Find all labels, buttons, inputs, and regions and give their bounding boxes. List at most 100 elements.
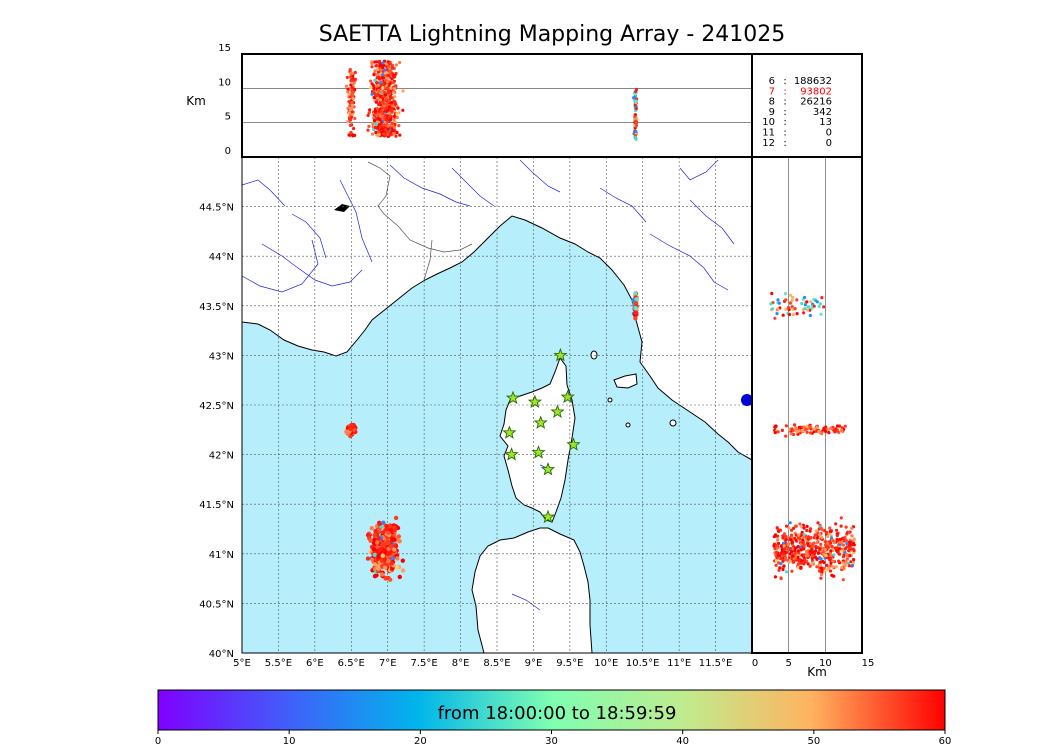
lon-tick-label: 7.5°E <box>411 658 438 669</box>
lightning-source-altitude <box>634 99 638 103</box>
lightning-source-side <box>811 561 815 565</box>
lightning-source-side <box>819 576 823 580</box>
capraia-island <box>590 350 598 360</box>
country-borders <box>367 161 473 281</box>
lightning-source-side <box>825 563 829 568</box>
lightning-source-side <box>777 561 781 565</box>
lake <box>334 204 350 212</box>
lightning-source-side <box>799 565 803 569</box>
lightning-source-side <box>831 559 835 563</box>
lightning-source-altitude <box>353 133 357 137</box>
count-stations: 8 <box>769 97 775 108</box>
lightning-source-side <box>805 524 809 529</box>
lon-tick-label: 11.5°E <box>699 658 733 669</box>
lightning-source-map <box>376 527 382 532</box>
lightning-source-side <box>836 424 840 428</box>
lightning-source-side <box>802 554 806 558</box>
count-stations: 10 <box>762 117 775 128</box>
lightning-source-side <box>851 542 856 546</box>
lightning-source-map <box>380 542 385 547</box>
lat-tick-label: 43.5°N <box>199 302 234 313</box>
lightning-source-side <box>784 434 788 438</box>
lightning-source-side <box>828 569 833 573</box>
lightning-source-side <box>828 529 832 533</box>
lightning-source-altitude <box>388 60 392 64</box>
lightning-source-side <box>829 553 833 558</box>
lightning-source-altitude <box>380 73 385 77</box>
lightning-sources-map <box>344 291 640 582</box>
lightning-source-side <box>819 312 823 316</box>
count-separator: : <box>783 86 786 97</box>
lightning-source-altitude <box>634 129 638 133</box>
lightning-source-map <box>349 423 354 428</box>
lightning-source-side <box>819 572 824 577</box>
altitude-longitude-panel <box>241 53 753 158</box>
lightning-source-side <box>789 432 793 436</box>
lightning-source-map <box>370 557 375 563</box>
lightning-source-side <box>796 549 800 553</box>
lightning-source-side <box>824 554 828 558</box>
lightning-source-altitude <box>633 115 637 119</box>
lightning-source-map <box>393 515 399 521</box>
lightning-source-altitude <box>392 118 396 122</box>
lightning-source-side <box>838 540 842 545</box>
offmap-source <box>741 394 753 406</box>
lightning-source-side <box>770 291 774 296</box>
lightning-source-side <box>808 542 812 546</box>
lightning-source-altitude <box>347 133 351 137</box>
lightning-source-side <box>802 558 807 563</box>
lightning-source-side <box>775 312 779 316</box>
altitude-tick-label: 15 <box>218 43 231 54</box>
lightning-source-side <box>812 304 816 308</box>
lightning-source-side <box>848 554 852 558</box>
lightning-source-altitude <box>371 122 375 126</box>
lightning-source-altitude <box>390 109 394 113</box>
lightning-source-side <box>850 534 854 538</box>
lightning-source-altitude <box>374 64 378 68</box>
lightning-source-side <box>815 536 820 540</box>
lightning-source-side <box>841 561 845 565</box>
lightning-source-altitude <box>347 111 351 115</box>
side-tick-label: 0 <box>752 658 758 669</box>
lightning-source-altitude <box>351 96 355 101</box>
lightning-source-side <box>806 308 810 312</box>
lightning-source-side <box>800 301 804 306</box>
station-star-icon <box>553 347 568 362</box>
lightning-source-side <box>816 546 821 550</box>
lightning-source-side <box>846 561 851 565</box>
lightning-source-map <box>372 537 377 542</box>
lightning-source-side <box>852 558 856 562</box>
lightning-source-altitude <box>374 84 378 88</box>
lightning-source-side <box>773 425 777 429</box>
lightning-source-side <box>842 539 846 543</box>
lightning-source-side <box>806 305 811 309</box>
lightning-source-altitude <box>634 89 638 94</box>
lightning-source-altitude <box>366 113 370 117</box>
lightning-source-altitude <box>382 132 386 136</box>
lightning-source-map <box>377 520 382 525</box>
montecristo-island <box>625 422 631 428</box>
lightning-source-altitude <box>398 60 402 65</box>
lightning-source-side <box>795 312 799 316</box>
lightning-source-side <box>844 559 848 563</box>
lightning-source-altitude <box>373 69 377 73</box>
lightning-source-map <box>386 530 391 535</box>
lightning-source-side <box>780 544 784 549</box>
lightning-source-side <box>808 431 813 435</box>
lightning-source-side <box>812 541 816 545</box>
count-value: 93802 <box>800 86 832 97</box>
lightning-source-map <box>392 526 398 531</box>
lightning-source-side <box>799 561 803 565</box>
lightning-source-altitude <box>349 130 353 135</box>
lightning-source-side <box>826 546 830 550</box>
lightning-source-altitude <box>386 79 390 83</box>
lon-tick-label: 6.5°E <box>338 658 365 669</box>
lightning-source-altitude <box>396 106 400 110</box>
colorbar: from 18:00:00 to 18:59:59 0 10 20 30 40 50 60 <box>155 689 951 747</box>
lightning-source-side <box>834 565 838 569</box>
lightning-source-altitude <box>391 66 395 70</box>
lightning-source-altitude <box>377 130 381 134</box>
lightning-source-side <box>805 300 809 304</box>
lightning-source-map <box>395 556 400 561</box>
